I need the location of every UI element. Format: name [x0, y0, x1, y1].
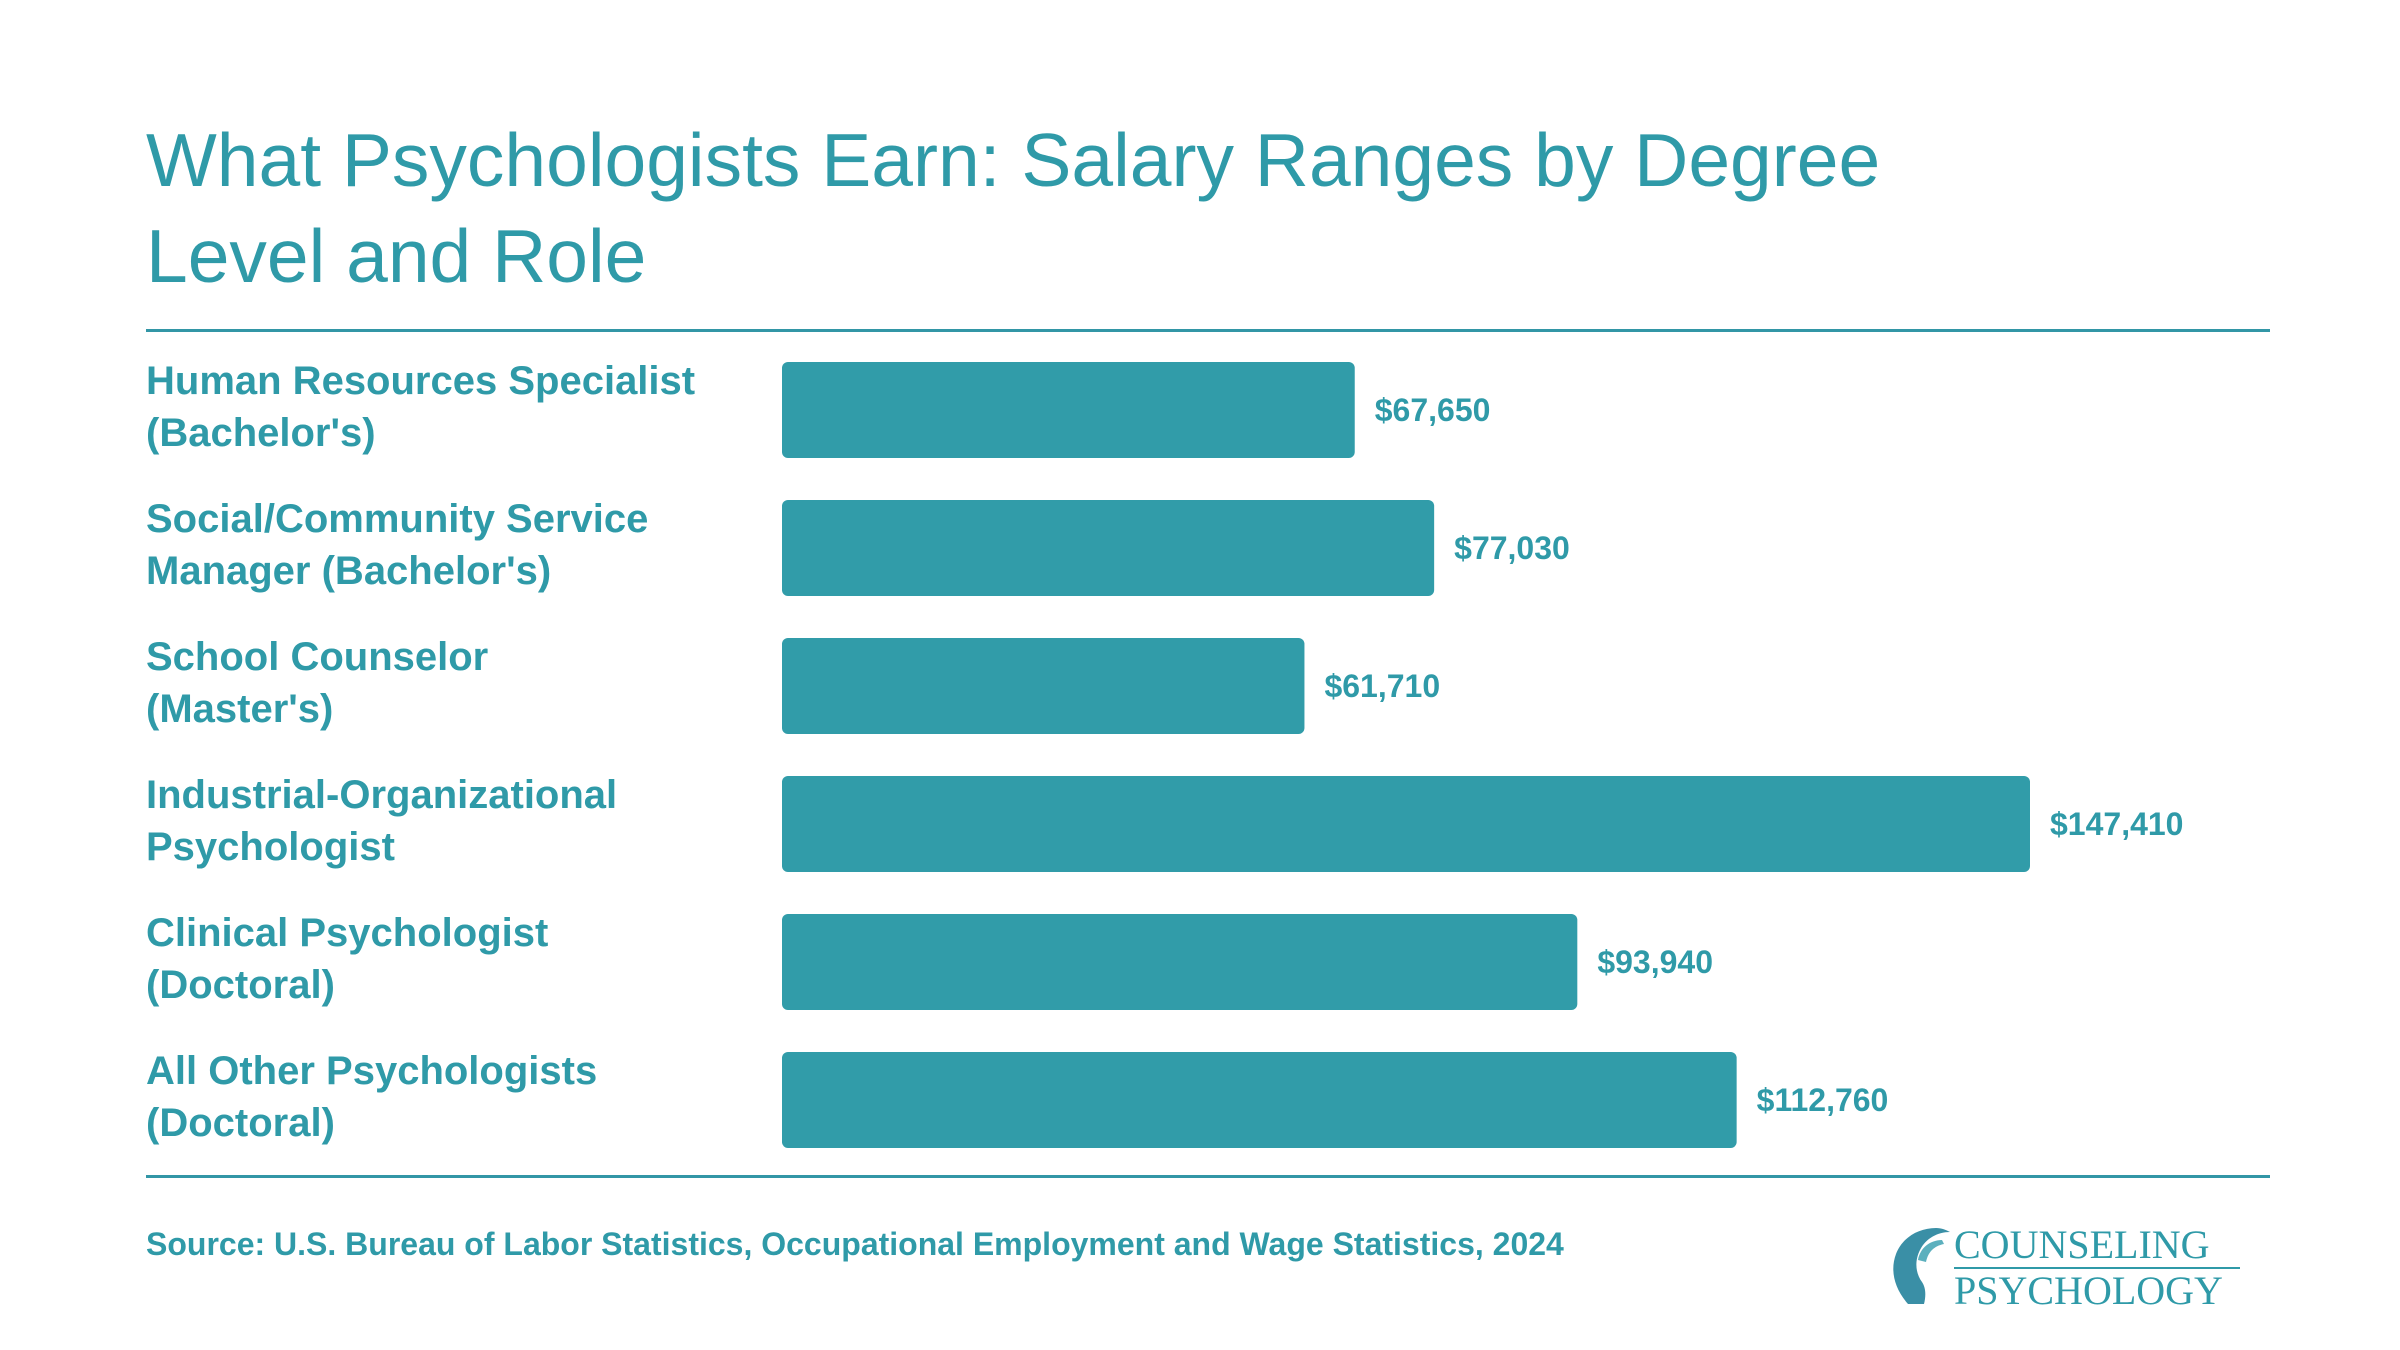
category-label: (Doctoral): [146, 1101, 335, 1145]
category-label: Manager (Bachelor's): [146, 549, 551, 593]
source-note: Source: U.S. Bureau of Labor Statistics,…: [146, 1226, 1564, 1262]
category-label: (Doctoral): [146, 963, 335, 1007]
category-label: Human Resources Specialist: [146, 359, 695, 403]
category-label: Clinical Psychologist: [146, 911, 548, 955]
logo-line2: PSYCHOLOGY: [1954, 1268, 2223, 1308]
chart-title: What Psychologists Earn: Salary Ranges b…: [146, 118, 1881, 298]
logo-line1: COUNSELING: [1954, 1222, 2210, 1267]
category-label: School Counselor: [146, 635, 488, 679]
bar: [782, 500, 1435, 596]
category-label: All Other Psychologists: [146, 1049, 597, 1093]
bar: [782, 638, 1305, 734]
value-label: $77,030: [1454, 530, 1570, 566]
value-label: $93,940: [1597, 944, 1713, 980]
top-divider: [146, 329, 2270, 332]
value-label: $61,710: [1324, 668, 1440, 704]
bar: [782, 1052, 1737, 1148]
bar: [782, 362, 1355, 458]
category-label: Psychologist: [146, 825, 395, 869]
value-label: $67,650: [1375, 392, 1491, 428]
counseling-psychology-logo: COUNSELING PSYCHOLOGY: [1893, 1222, 2240, 1308]
category-label: Social/Community Service: [146, 497, 648, 541]
value-label: $147,410: [2050, 806, 2183, 842]
bar: [782, 914, 1578, 1010]
category-label: (Master's): [146, 687, 333, 731]
category-label: Industrial-Organizational: [146, 773, 617, 817]
value-label: $112,760: [1757, 1082, 1889, 1118]
category-label: (Bachelor's): [146, 411, 376, 455]
bottom-divider: [146, 1175, 2270, 1178]
bar: [782, 776, 2030, 872]
head-profile-icon: [1893, 1228, 1950, 1304]
